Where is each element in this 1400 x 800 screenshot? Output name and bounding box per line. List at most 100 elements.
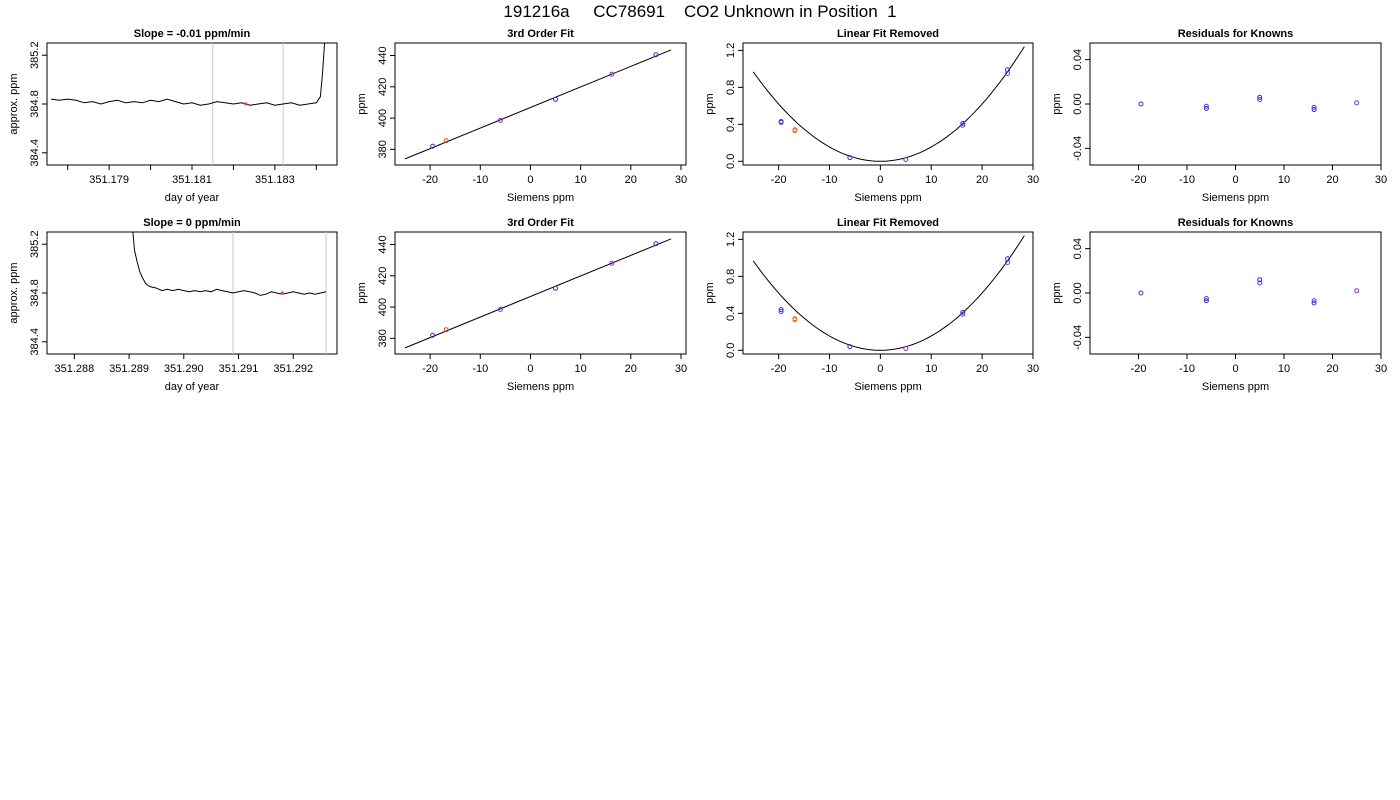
- known-point: [778, 119, 784, 125]
- x-tick-label: 30: [675, 363, 687, 375]
- x-tick-label: 351.179: [89, 174, 129, 186]
- y-tick-label: 440: [377, 46, 389, 64]
- chart-title: Residuals for Knowns: [1178, 28, 1294, 40]
- y-axis-label: ppm: [1051, 93, 1063, 114]
- panel-p21: Slope = 0 ppm/min 351.288 351.289 351.290 35…: [8, 217, 338, 393]
- x-tick-label: 10: [1278, 174, 1290, 186]
- y-tick-label: -0.04: [1072, 325, 1084, 350]
- y-tick-label: 0.8: [725, 80, 737, 95]
- x-axis-label: Siemens ppm: [854, 381, 921, 393]
- x-tick-label: 20: [976, 363, 988, 375]
- y-tick-label: 0.8: [725, 269, 737, 284]
- known-point: [847, 155, 853, 161]
- description: CO2 Unknown in Position 1: [683, 2, 897, 21]
- fit-curve: [752, 235, 1025, 351]
- y-tick-label: 0.0: [725, 343, 737, 358]
- known-point: [1257, 97, 1263, 103]
- x-tick-label: 30: [1375, 174, 1387, 186]
- known-point: [1257, 280, 1263, 286]
- fit-line: [404, 238, 672, 349]
- x-tick-label: 30: [675, 174, 687, 186]
- panel-p24: Residuals for Knowns -20 -10 0 10 20 30 -0.04 0.…: [1051, 217, 1387, 393]
- x-tick-label: 10: [575, 363, 587, 375]
- sample-marker: [244, 102, 248, 106]
- panel-p13: Linear Fit Removed -20 -10 0 10 20 30 0.0 0.4 0.8…: [704, 28, 1039, 204]
- figure-title: 191216a CC78691 CO2 Unknown in Position …: [0, 2, 1400, 22]
- unknown-point: [792, 317, 798, 323]
- y-axis-label: ppm: [1051, 282, 1063, 303]
- chart-title: Linear Fit Removed: [837, 217, 939, 229]
- chart-title: 3rd Order Fit: [507, 217, 574, 229]
- data-layer: [1138, 94, 1360, 113]
- known-point: [903, 345, 909, 351]
- panel-p22: 3rd Order Fit -20 -10 0 10 20 30 380 400 420 440 Si…: [356, 217, 687, 393]
- data-layer: [404, 238, 672, 349]
- y-tick-label: 385.2: [29, 230, 41, 258]
- known-point: [960, 120, 966, 126]
- x-axis-label: day of year: [165, 381, 220, 393]
- x-tick-label: -10: [822, 363, 838, 375]
- unknown-point: [443, 327, 449, 333]
- x-axis-label: day of year: [165, 192, 220, 204]
- x-tick-label: 351.291: [219, 363, 259, 375]
- x-tick-label: 351.289: [109, 363, 149, 375]
- y-tick-label: 384.4: [29, 139, 41, 167]
- x-tick-label: -20: [1131, 363, 1147, 375]
- unknown-point: [443, 138, 449, 144]
- known-point: [497, 306, 503, 312]
- y-tick-label: 384.4: [29, 328, 41, 356]
- y-tick-label: 0.04: [1072, 238, 1084, 259]
- known-point: [1257, 277, 1263, 283]
- x-tick-label: 0: [1232, 363, 1238, 375]
- y-tick-label: 0.4: [725, 117, 737, 132]
- y-tick-label: 420: [377, 267, 389, 285]
- y-tick-label: 384.8: [29, 279, 41, 307]
- y-tick-label: 380: [377, 329, 389, 347]
- x-tick-label: 351.290: [164, 363, 204, 375]
- plot-frame: [742, 42, 1034, 166]
- panel-p23: Linear Fit Removed -20 -10 0 10 20 30 0.0 0.4 0.8…: [704, 217, 1039, 393]
- known-point: [960, 311, 966, 317]
- x-tick-label: 351.181: [172, 174, 212, 186]
- known-point: [1203, 105, 1209, 111]
- known-point: [1354, 288, 1360, 294]
- concentration-trace: [51, 43, 326, 106]
- known-point: [653, 52, 659, 58]
- y-tick-label: -0.04: [1072, 136, 1084, 161]
- known-point: [1311, 104, 1317, 110]
- data-layer: [752, 46, 1025, 162]
- sample-marker: [280, 291, 284, 295]
- known-point: [778, 307, 784, 313]
- plot-frame: [1089, 231, 1382, 355]
- known-point: [1311, 298, 1317, 304]
- plot-frame: [394, 42, 687, 166]
- data-layer: [51, 43, 326, 165]
- x-tick-label: 0: [527, 363, 533, 375]
- y-axis-label: approx. ppm: [8, 73, 20, 134]
- chart-title: Residuals for Knowns: [1178, 217, 1294, 229]
- x-tick-label: -20: [1131, 174, 1147, 186]
- x-tick-label: -10: [1179, 174, 1195, 186]
- known-point: [497, 117, 503, 123]
- y-tick-label: 0.00: [1072, 282, 1084, 303]
- x-tick-label: -20: [771, 363, 787, 375]
- x-tick-label: -20: [771, 174, 787, 186]
- known-point: [1354, 100, 1360, 106]
- x-axis-label: Siemens ppm: [507, 192, 574, 204]
- y-tick-label: 384.8: [29, 90, 41, 118]
- x-tick-label: -20: [422, 363, 438, 375]
- chart-title: Slope = 0 ppm/min: [143, 217, 241, 229]
- known-point: [553, 285, 559, 291]
- x-tick-label: 20: [625, 174, 637, 186]
- x-tick-label: -10: [472, 174, 488, 186]
- x-tick-label: -10: [1179, 363, 1195, 375]
- x-axis-label: Siemens ppm: [507, 381, 574, 393]
- tank-id: CC78691: [593, 2, 666, 21]
- x-tick-label: 351.288: [54, 363, 94, 375]
- x-axis-label: Siemens ppm: [854, 192, 921, 204]
- x-tick-label: 0: [1232, 174, 1238, 186]
- x-tick-label: 10: [1278, 363, 1290, 375]
- x-tick-label: 351.183: [255, 174, 295, 186]
- chart-title: Slope = -0.01 ppm/min: [134, 28, 251, 40]
